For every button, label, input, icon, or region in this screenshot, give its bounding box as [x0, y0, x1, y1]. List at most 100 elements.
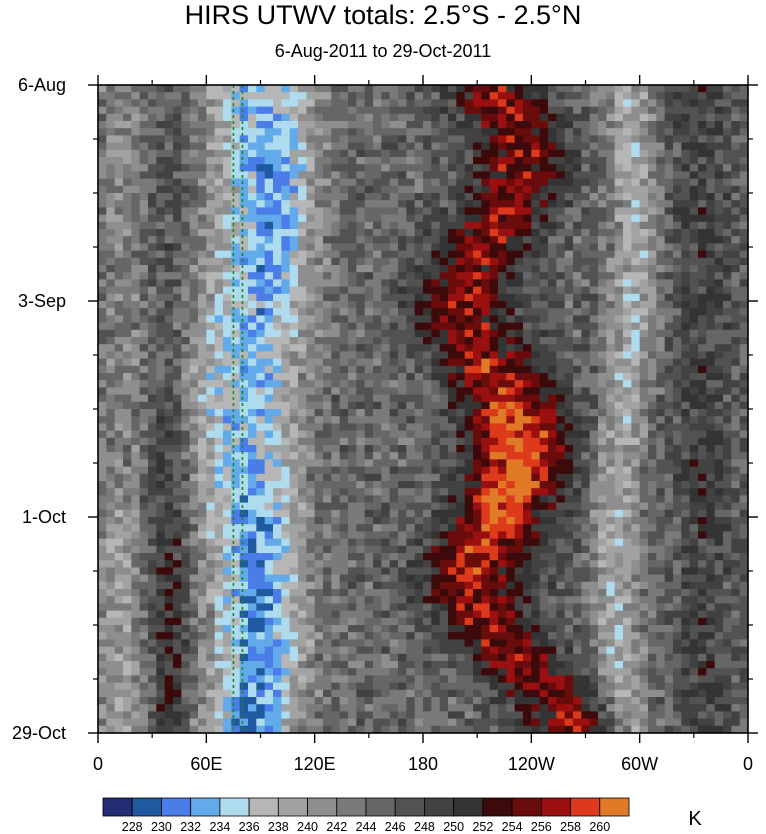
heatmap-cell [564, 301, 574, 309]
heatmap-cell [239, 538, 249, 547]
heatmap-cell [139, 106, 149, 115]
heatmap-cell [214, 329, 224, 338]
heatmap-cell [389, 452, 399, 460]
heatmap-cell [339, 531, 349, 540]
heatmap-cell [648, 524, 657, 532]
heatmap-cell [373, 178, 382, 187]
heatmap-cell [464, 121, 474, 129]
heatmap-cell [673, 193, 682, 201]
heatmap-cell [548, 113, 557, 122]
heatmap-cell [614, 178, 624, 187]
heatmap-cell [173, 502, 182, 511]
heatmap-cell [514, 437, 524, 446]
heatmap-cell [306, 265, 316, 273]
heatmap-cell [306, 473, 316, 482]
heatmap-cell [464, 531, 474, 540]
heatmap-cell [398, 358, 407, 367]
heatmap-cell [448, 322, 457, 331]
heatmap-cell [381, 257, 391, 266]
heatmap-cell [614, 193, 624, 201]
heatmap-cell [314, 437, 324, 446]
heatmap-cell [231, 373, 241, 381]
heatmap-cell [248, 524, 257, 532]
heatmap-cell [414, 380, 424, 388]
heatmap-cell [181, 229, 191, 237]
heatmap-cell [223, 221, 232, 230]
heatmap-cell [431, 358, 441, 367]
heatmap-cell [264, 365, 274, 374]
heatmap-cell [723, 250, 732, 259]
heatmap-cell [631, 286, 641, 295]
heatmap-cell [431, 106, 441, 115]
heatmap-cell [439, 149, 449, 158]
heatmap-cell [289, 322, 299, 331]
heatmap-cell [648, 423, 657, 432]
heatmap-cell [448, 236, 457, 244]
heatmap-cell [298, 229, 307, 237]
heatmap-cell [298, 193, 307, 201]
heatmap-cell [364, 423, 374, 432]
heatmap-cell [573, 92, 582, 100]
heatmap-cell [148, 322, 157, 331]
heatmap-cell [598, 229, 607, 237]
heatmap-cell [739, 430, 748, 439]
heatmap-cell [156, 142, 166, 151]
heatmap-cell [239, 279, 249, 288]
heatmap-cell [339, 401, 349, 410]
heatmap-cell [539, 92, 549, 100]
heatmap-cell [373, 315, 382, 324]
heatmap-cell [539, 171, 549, 180]
heatmap-cell [298, 538, 307, 547]
heatmap-cell [539, 365, 549, 374]
heatmap-cell [731, 221, 741, 230]
heatmap-cell [273, 452, 282, 460]
heatmap-cell [206, 142, 216, 151]
heatmap-cell [139, 135, 149, 144]
heatmap-cell [123, 272, 132, 280]
heatmap-cell [173, 380, 182, 388]
heatmap-cell [631, 178, 641, 187]
heatmap-cell [223, 250, 232, 259]
heatmap-cell [389, 99, 399, 108]
heatmap-cell [239, 207, 249, 216]
heatmap-cell [173, 437, 182, 446]
heatmap-cell [339, 142, 349, 151]
heatmap-cell [356, 538, 366, 547]
heatmap-cell [339, 502, 349, 511]
heatmap-cell [514, 401, 524, 410]
heatmap-cell [656, 517, 666, 525]
heatmap-cell [181, 315, 191, 324]
heatmap-cell [106, 279, 116, 288]
heatmap-cell [148, 250, 157, 259]
heatmap-cell [148, 401, 157, 410]
heatmap-cell [631, 308, 641, 316]
heatmap-cell [323, 207, 332, 216]
heatmap-cell [323, 106, 332, 115]
heatmap-cell [431, 459, 441, 468]
heatmap-cell [706, 229, 716, 237]
heatmap-cell [231, 322, 241, 331]
heatmap-cell [239, 322, 249, 331]
heatmap-cell [614, 365, 624, 374]
heatmap-cell [306, 517, 316, 525]
heatmap-cell [456, 394, 466, 403]
heatmap-cell [248, 85, 257, 93]
heatmap-cell [206, 488, 216, 496]
heatmap-cell [614, 308, 624, 316]
heatmap-cell [464, 178, 474, 187]
heatmap-cell [523, 394, 532, 403]
heatmap-cell [131, 308, 141, 316]
heatmap-cell [714, 121, 724, 129]
heatmap-cell [281, 423, 291, 432]
heatmap-cell [706, 473, 716, 482]
heatmap-cell [731, 85, 741, 93]
heatmap-cell [648, 121, 657, 129]
heatmap-cell [556, 92, 566, 100]
heatmap-cell [281, 495, 291, 504]
heatmap-cell [389, 351, 399, 360]
heatmap-cell [98, 538, 107, 547]
heatmap-cell [373, 99, 382, 108]
heatmap-cell [373, 466, 382, 475]
heatmap-cell [223, 257, 232, 266]
heatmap-cell [498, 135, 507, 144]
